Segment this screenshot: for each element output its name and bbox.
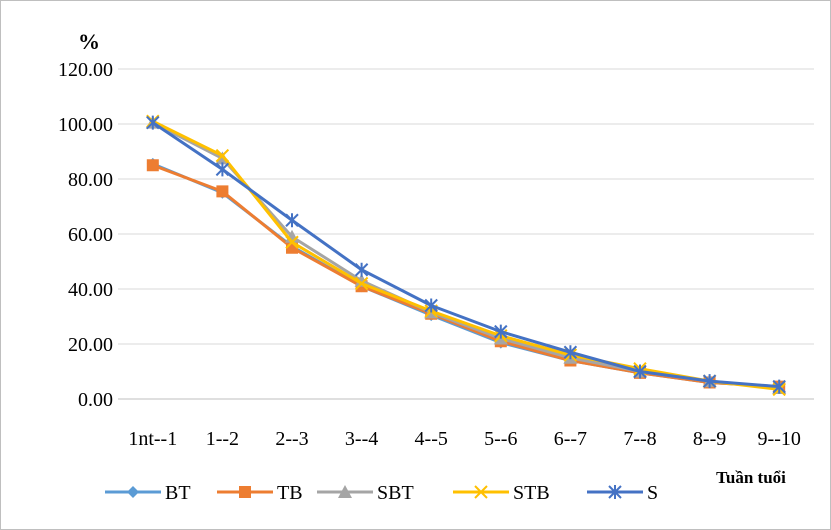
y-tick-label: 40.00 <box>68 279 113 301</box>
x-tick-label: 3--4 <box>345 428 378 450</box>
data-point <box>702 374 717 389</box>
data-point <box>127 486 139 498</box>
data-point <box>239 486 251 498</box>
legend-label: SBT <box>377 482 414 504</box>
y-tick-label: 60.00 <box>68 224 113 246</box>
legend-label: TB <box>277 482 303 504</box>
x-tick-label: 8--9 <box>693 428 726 450</box>
data-point <box>633 364 647 379</box>
data-point <box>216 185 229 198</box>
data-point <box>146 115 160 130</box>
series-line <box>152 121 780 390</box>
data-point <box>563 345 578 360</box>
data-point <box>215 148 230 163</box>
legend-label: STB <box>513 482 550 504</box>
y-axis-label: % <box>78 29 100 54</box>
legend-item: TB <box>217 482 303 504</box>
data-point <box>146 159 159 172</box>
y-tick-label: 80.00 <box>68 169 113 191</box>
x-tick-label: 5--6 <box>484 428 517 450</box>
data-point <box>215 162 230 177</box>
data-point <box>608 485 622 499</box>
x-tick-label: 6--7 <box>554 428 587 450</box>
y-tick-label: 0.00 <box>78 389 113 411</box>
series-line <box>151 121 780 389</box>
series-line <box>152 119 780 391</box>
data-point <box>494 324 508 339</box>
y-tick-label: 100.00 <box>58 114 113 136</box>
series-stb <box>146 114 786 397</box>
x-tick-label: 7--8 <box>623 428 656 450</box>
series-line <box>152 163 780 389</box>
x-tick-label: 1--2 <box>206 428 239 450</box>
series-s <box>146 115 786 394</box>
data-point <box>354 276 369 291</box>
data-point <box>772 379 786 394</box>
series-bt <box>146 157 786 393</box>
series-sbt <box>145 115 787 394</box>
legend-label: BT <box>165 482 191 504</box>
legend-label: S <box>647 482 658 504</box>
series-tb <box>146 159 786 393</box>
data-point <box>285 235 299 249</box>
data-point <box>424 298 438 313</box>
data-point <box>354 262 369 277</box>
x-tick-label: 2--3 <box>275 428 308 450</box>
legend-item: SBT <box>317 482 414 504</box>
series-line <box>152 162 780 389</box>
data-point <box>285 213 299 228</box>
data-point <box>474 485 488 499</box>
legend-item: STB <box>453 482 550 504</box>
legend-item: BT <box>105 482 191 504</box>
y-tick-label: 20.00 <box>68 334 113 356</box>
x-tick-label: 9--10 <box>758 428 801 450</box>
y-tick-label: 120.00 <box>58 59 113 81</box>
x-tick-label: 1nt--1 <box>128 428 177 450</box>
x-axis-label: Tuần tuổi <box>716 468 786 487</box>
x-tick-label: 4--5 <box>415 428 448 450</box>
data-point <box>338 485 352 498</box>
legend-item: S <box>587 482 658 504</box>
